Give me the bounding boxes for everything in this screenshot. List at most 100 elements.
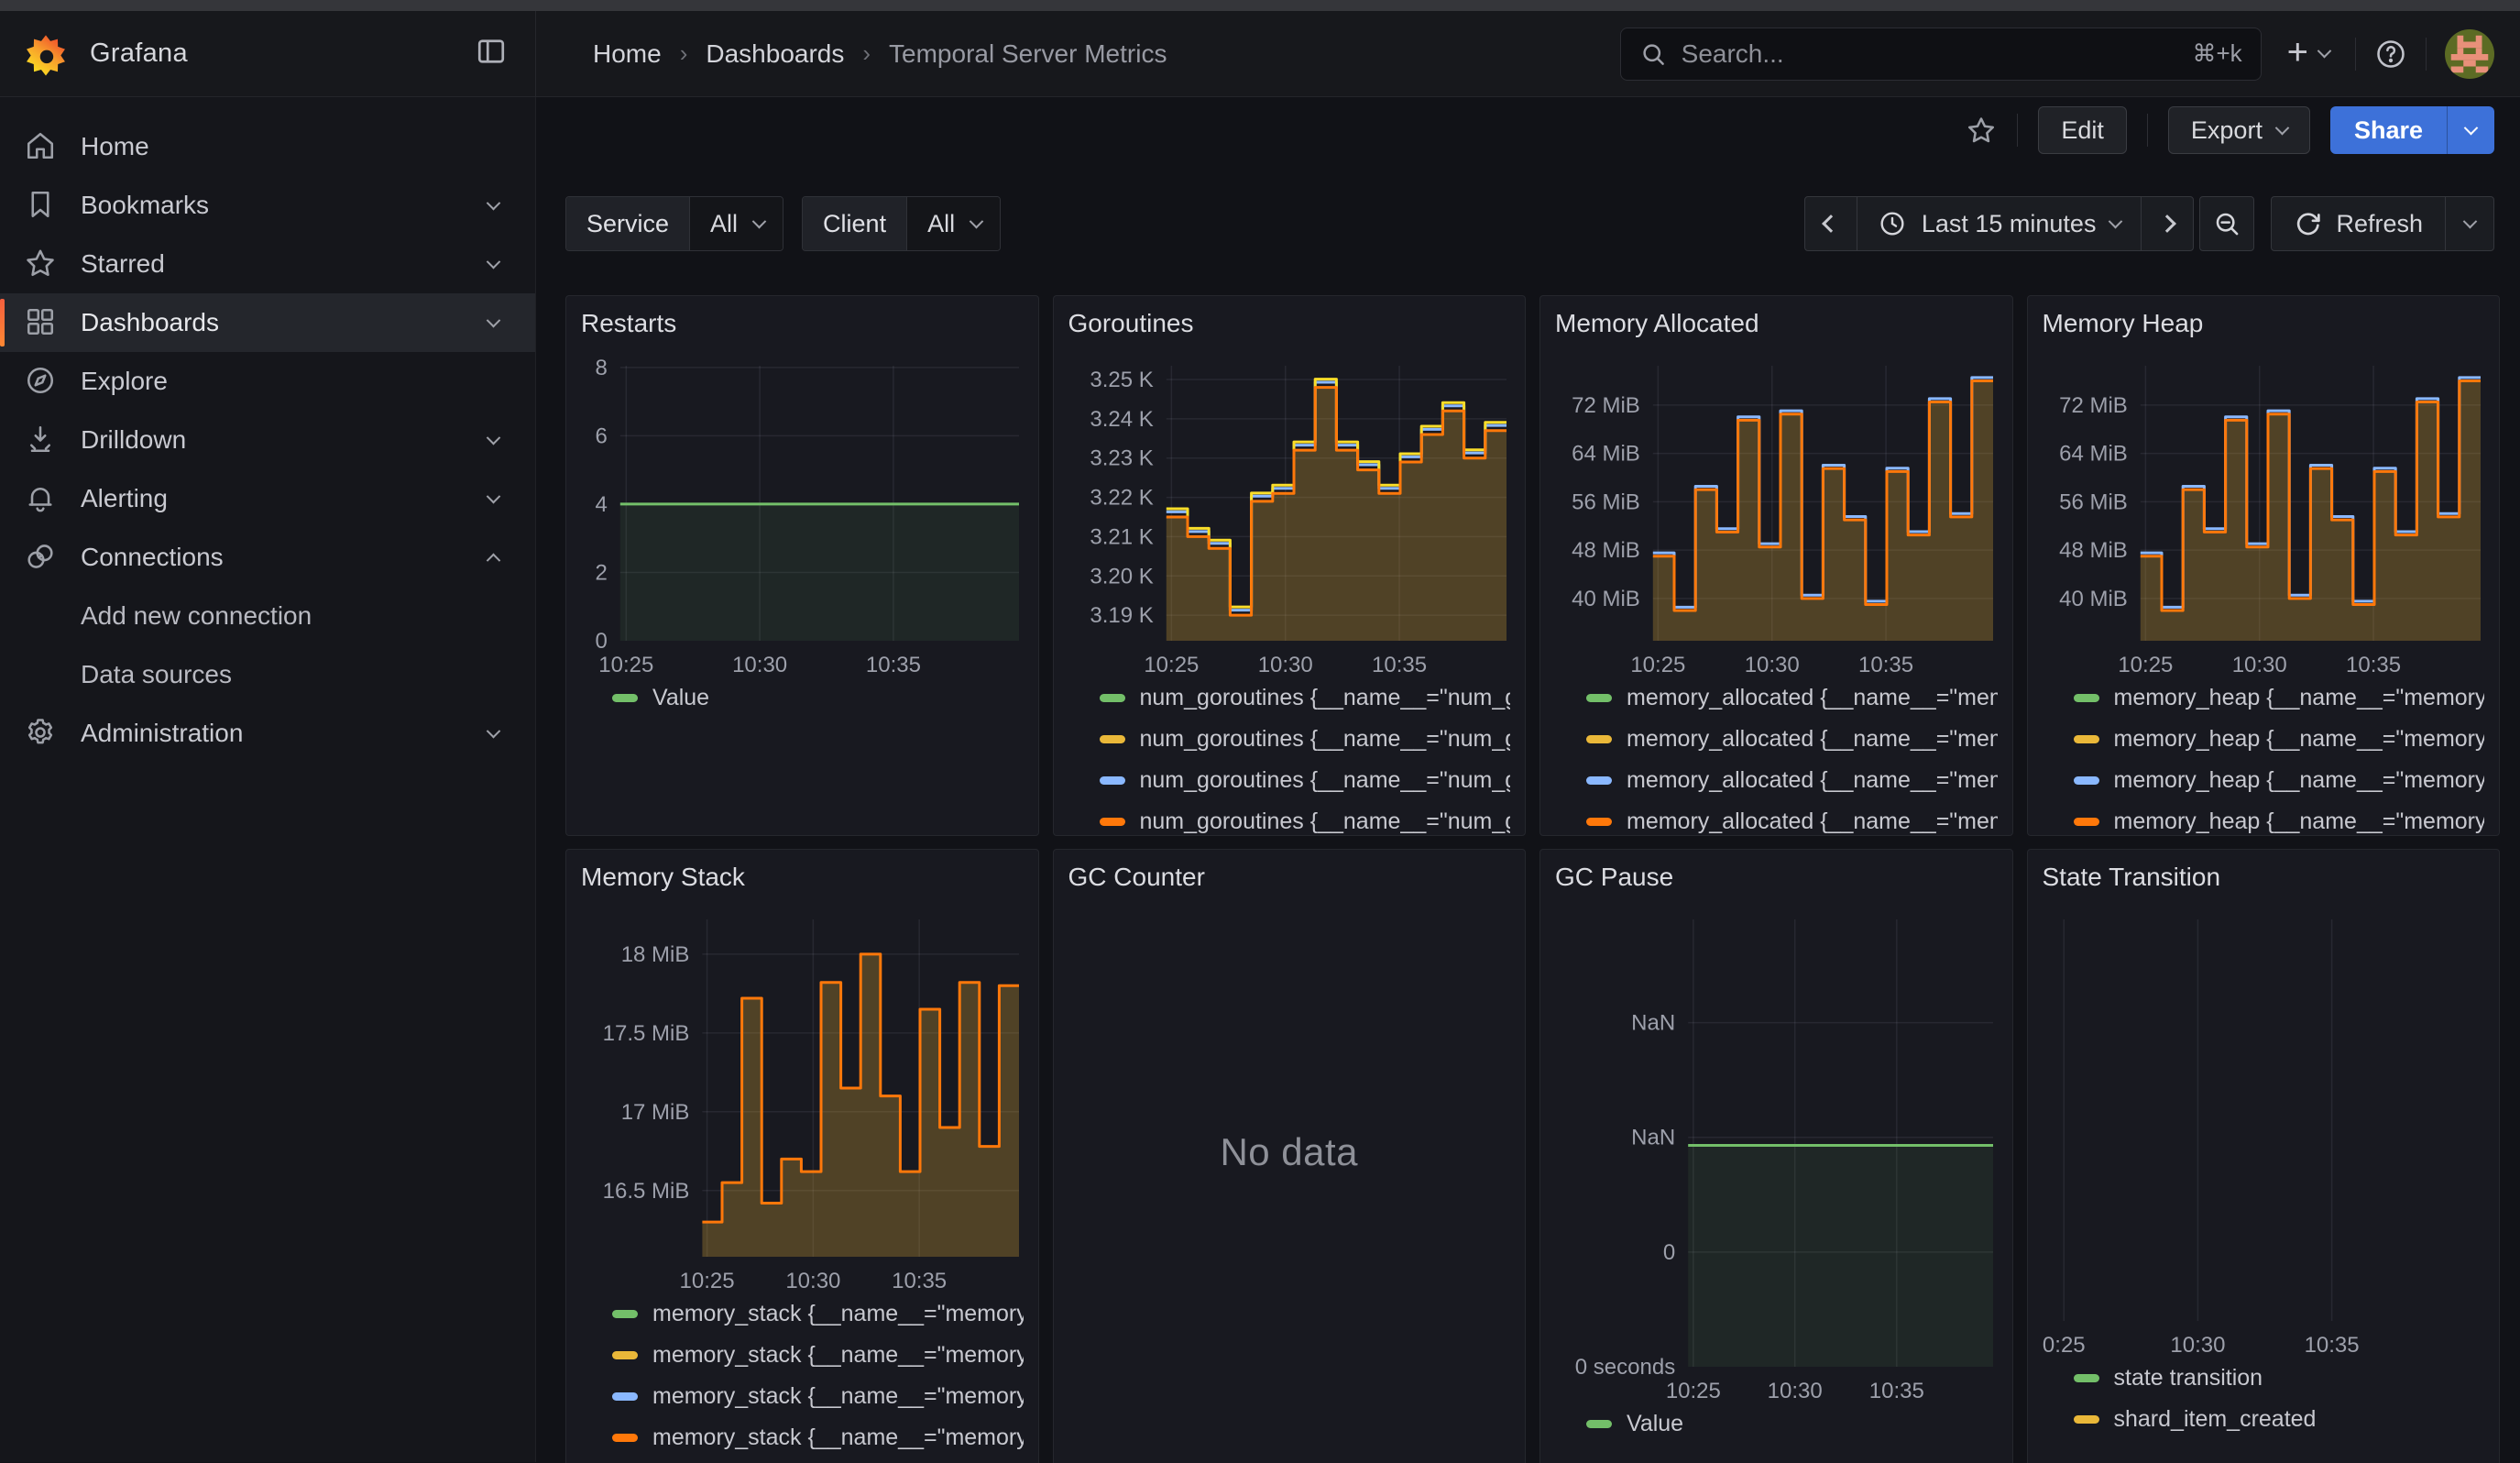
chart[interactable]: 10:2510:3010:3572 MiB64 MiB56 MiB48 MiB4… — [1555, 358, 1999, 681]
legend-item[interactable]: num_goroutines {__name__="num_go — [1100, 767, 1511, 793]
favorite-star-icon[interactable] — [1966, 115, 1997, 146]
zoom-out-button[interactable] — [2199, 196, 2254, 251]
panel-title[interactable]: State Transition — [2043, 863, 2485, 896]
grafana-app: Grafana Home › Dashboards › Temporal Ser… — [0, 0, 2520, 1463]
time-back-button[interactable] — [1804, 196, 1857, 251]
panel-title[interactable]: Memory Heap — [2043, 309, 2485, 342]
chevron-up-icon[interactable] — [487, 553, 501, 567]
panel-title[interactable]: GC Counter — [1068, 863, 1511, 896]
chart[interactable]: 10:2510:3010:35NaNNaN00 seconds — [1555, 912, 1999, 1407]
svg-text:3.21 K: 3.21 K — [1090, 524, 1153, 549]
legend-marker — [1586, 776, 1612, 785]
legend-label: num_goroutines {__name__="num_go — [1140, 767, 1511, 794]
search-box[interactable]: ⌘+k — [1620, 28, 2262, 81]
legend-item[interactable]: memory_allocated {__name__="memo — [1586, 685, 1998, 710]
legend-item[interactable]: memory_allocated {__name__="memo — [1586, 808, 1998, 834]
chart[interactable]: 10:2510:3010:353.25 K3.24 K3.23 K3.22 K3… — [1068, 358, 1512, 681]
service-variable[interactable]: Service All — [565, 196, 783, 251]
breadcrumb-home[interactable]: Home — [593, 39, 662, 69]
share-menu-button[interactable] — [2447, 106, 2494, 154]
panel-title[interactable]: Memory Stack — [581, 863, 1024, 896]
sidebar-item-starred[interactable]: Starred — [0, 235, 535, 293]
svg-text:10:30: 10:30 — [1257, 653, 1312, 677]
panel-title[interactable]: Memory Allocated — [1555, 309, 1998, 342]
svg-text:3.20 K: 3.20 K — [1090, 564, 1153, 588]
legend-item[interactable]: num_goroutines {__name__="num_go — [1100, 685, 1511, 710]
legend-item[interactable]: Value — [1586, 1411, 1998, 1436]
sidebar-toggle-icon[interactable] — [475, 35, 508, 72]
sidebar-item-connections[interactable]: Connections — [0, 528, 535, 587]
chevron-down-icon[interactable] — [487, 430, 501, 445]
legend-item[interactable]: memory_stack {__name__="memory_s — [612, 1383, 1024, 1409]
sidebar-item-dashboards[interactable]: Dashboards — [0, 293, 535, 352]
chevron-down-icon[interactable] — [487, 489, 501, 503]
legend-item[interactable]: memory_heap {__name__="memory_h — [2074, 767, 2485, 793]
sidebar-item-drilldown[interactable]: Drilldown — [0, 411, 535, 469]
legend-label: num_goroutines {__name__="num_go — [1140, 726, 1511, 753]
svg-text:10:25: 10:25 — [1630, 653, 1685, 677]
svg-text:0:25: 0:25 — [2043, 1333, 2086, 1358]
legend-item[interactable]: memory_stack {__name__="memory_s — [612, 1301, 1024, 1326]
legend-item[interactable]: memory_heap {__name__="memory_h — [2074, 808, 2485, 834]
share-button[interactable]: Share — [2330, 106, 2447, 154]
time-range-picker[interactable]: Last 15 minutes — [1857, 196, 2142, 251]
service-value-select[interactable]: All — [690, 197, 783, 250]
svg-text:10:25: 10:25 — [2118, 653, 2173, 677]
chart[interactable]: 0:2510:3010:35 — [2043, 912, 2486, 1361]
svg-text:8: 8 — [595, 358, 607, 380]
chart[interactable]: 10:2510:3010:3572 MiB64 MiB56 MiB48 MiB4… — [2043, 358, 2486, 681]
help-icon[interactable] — [2374, 38, 2407, 71]
client-variable[interactable]: Client All — [802, 196, 1001, 251]
legend-item[interactable]: memory_stack {__name__="memory_s — [612, 1342, 1024, 1368]
legend-label: memory_allocated {__name__="memo — [1627, 808, 1998, 835]
chevron-down-icon[interactable] — [487, 313, 501, 327]
legend-item[interactable]: shard_item_created — [2074, 1406, 2485, 1432]
legend-item[interactable]: memory_stack {__name__="memory_s — [612, 1424, 1024, 1450]
sidebar-item-alerting[interactable]: Alerting — [0, 469, 535, 528]
legend-marker — [2074, 735, 2099, 743]
legend-item[interactable]: num_goroutines {__name__="num_go — [1100, 726, 1511, 752]
legend-marker — [1100, 776, 1125, 785]
refresh-icon — [2294, 209, 2323, 238]
svg-text:72 MiB: 72 MiB — [1572, 393, 1640, 418]
panel-title[interactable]: GC Pause — [1555, 863, 1998, 896]
sidebar-item-data-sources[interactable]: Data sources — [0, 645, 535, 704]
client-label: Client — [803, 197, 907, 250]
new-button[interactable]: + — [2280, 32, 2337, 76]
time-forward-button[interactable] — [2141, 196, 2194, 251]
search-input[interactable] — [1682, 39, 2193, 69]
panel-title[interactable]: Goroutines — [1068, 309, 1511, 342]
legend-item[interactable]: num_goroutines {__name__="num_go — [1100, 808, 1511, 834]
chevron-down-icon[interactable] — [487, 254, 501, 269]
sidebar-item-bookmarks[interactable]: Bookmarks — [0, 176, 535, 235]
edit-button[interactable]: Edit — [2038, 106, 2127, 154]
legend: state transition shard_item_created — [2043, 1365, 2485, 1432]
legend-item[interactable]: memory_heap {__name__="memory_h — [2074, 726, 2485, 752]
legend-item[interactable]: memory_allocated {__name__="memo — [1586, 767, 1998, 793]
breadcrumb-dashboards[interactable]: Dashboards — [706, 39, 844, 69]
chevron-down-icon — [2109, 214, 2123, 228]
legend-item[interactable]: Value — [612, 685, 1024, 710]
legend-label: num_goroutines {__name__="num_go — [1140, 808, 1511, 835]
refresh-button[interactable]: Refresh — [2271, 196, 2446, 251]
chevron-down-icon[interactable] — [487, 723, 501, 738]
export-button[interactable]: Export — [2168, 106, 2310, 154]
chart[interactable]: 10:2510:3010:3518 MiB17.5 MiB17 MiB16.5 … — [581, 912, 1024, 1297]
client-value-select[interactable]: All — [907, 197, 1000, 250]
sidebar-item-home[interactable]: Home — [0, 117, 535, 176]
refresh-interval-button[interactable] — [2445, 196, 2494, 251]
legend-item[interactable]: memory_heap {__name__="memory_h — [2074, 685, 2485, 710]
chevron-down-icon[interactable] — [487, 195, 501, 210]
chart[interactable]: 10:2510:3010:3586420 — [581, 358, 1024, 681]
panel-title[interactable]: Restarts — [581, 309, 1024, 342]
svg-text:2: 2 — [595, 560, 607, 585]
user-avatar[interactable] — [2445, 29, 2494, 79]
sidebar-item-add-new-connection[interactable]: Add new connection — [0, 587, 535, 645]
legend-item[interactable]: state transition — [2074, 1365, 2485, 1391]
svg-text:10:30: 10:30 — [1768, 1379, 1823, 1403]
panel-memory_allocated: Memory Allocated 10:2510:3010:3572 MiB64… — [1539, 295, 2013, 836]
legend-marker — [1586, 735, 1612, 743]
sidebar-item-explore[interactable]: Explore — [0, 352, 535, 411]
sidebar-item-administration[interactable]: Administration — [0, 704, 535, 763]
legend-item[interactable]: memory_allocated {__name__="memo — [1586, 726, 1998, 752]
